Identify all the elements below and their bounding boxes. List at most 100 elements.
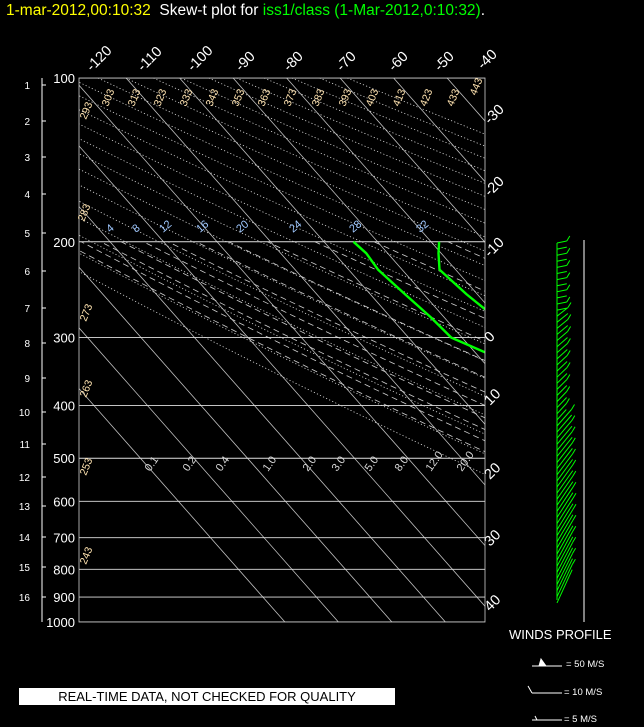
wind-barb-flag <box>566 247 571 254</box>
moist-adiabat <box>81 241 485 442</box>
dry-adiabat <box>79 234 485 435</box>
dry-adiabat <box>79 123 485 312</box>
dry-adiabat <box>97 78 485 252</box>
mixing-ratio-label: 3.0 <box>330 454 349 473</box>
wind-barb-flag <box>572 470 577 477</box>
wind-legend-5-symbol <box>532 715 562 721</box>
wind-barb <box>556 343 568 354</box>
dry-adiabat-label: 333 <box>178 87 196 108</box>
title-time: 1-mar-2012,00:10:32 <box>6 2 151 19</box>
wind-barb <box>556 519 574 549</box>
wind-barb <box>556 442 573 463</box>
isotherm-label: -80 <box>281 49 307 75</box>
isotherm-line <box>446 78 485 122</box>
wind-barb-flag <box>567 326 572 332</box>
wind-barb <box>556 558 573 591</box>
mixing-ratio-label: 12.0 <box>424 449 446 473</box>
dry-adiabat-label: 413 <box>391 87 409 108</box>
wind-barb <box>556 331 568 341</box>
height-tick-label: 6 <box>24 267 30 278</box>
dry-adiabat <box>79 252 485 455</box>
height-tick-label: 5 <box>24 229 30 240</box>
isotherm-line <box>393 78 485 183</box>
dry-adiabat <box>79 217 485 416</box>
height-tick-label: 13 <box>19 502 31 513</box>
wind-barb <box>556 246 567 250</box>
wind-barb <box>556 569 573 604</box>
wind-barb <box>556 409 572 427</box>
isotherm-label: -50 <box>432 49 458 75</box>
dry-adiabat-label: 343 <box>204 87 222 108</box>
isotherm-line <box>79 205 446 622</box>
wind-barb <box>556 492 574 518</box>
isotherm-line <box>79 266 393 622</box>
wind-barb-flag <box>567 302 572 308</box>
wind-barb <box>556 497 574 524</box>
wind-barb <box>556 470 574 494</box>
wind-barb <box>556 361 568 372</box>
dry-adiabat-label: 373 <box>282 87 300 108</box>
moist-adiabat <box>267 241 485 342</box>
height-tick-label: 11 <box>20 440 31 451</box>
temperature-profile <box>437 241 485 311</box>
dry-adiabat <box>79 109 485 297</box>
wind-barb-flag <box>571 558 576 565</box>
height-tick-label: 9 <box>24 374 30 385</box>
dry-adiabat-label: 443 <box>468 76 486 97</box>
wind-barb-flag <box>572 514 577 521</box>
wind-barb-flag <box>566 235 571 242</box>
isotherm-line <box>286 78 485 304</box>
wind-barb <box>556 385 568 396</box>
wind-barb <box>556 240 567 244</box>
title-period: . <box>480 2 486 19</box>
pressure-tick-label: 800 <box>53 562 75 577</box>
mixing-ratio-label: 8 <box>130 222 142 235</box>
wind-barb-flag <box>566 272 571 278</box>
wind-barb <box>556 307 567 311</box>
mixing-ratio-label: 0.2 <box>181 454 200 473</box>
wind-barb-flag <box>571 404 575 410</box>
wind-barb <box>556 283 567 287</box>
moist-adiabat <box>121 241 485 419</box>
wind-barb-flag <box>572 503 577 510</box>
height-tick-label: 7 <box>24 304 30 315</box>
wind-barb <box>556 258 567 262</box>
pressure-tick-label: 900 <box>53 590 75 605</box>
isotherm-label: -60 <box>386 49 412 75</box>
wind-barb <box>556 514 574 543</box>
height-tick-label: 4 <box>24 190 30 201</box>
wind-barb <box>556 553 574 585</box>
wind-barb-flag <box>571 415 576 421</box>
winds-profile-title: WINDS PROFILE <box>509 627 612 642</box>
dry-adiabat-label: 243 <box>78 545 96 566</box>
dry-adiabat-label: 253 <box>78 456 96 477</box>
height-tick-label: 1 <box>24 81 30 92</box>
moist-adiabat <box>79 249 485 453</box>
dry-adiabat <box>79 153 485 345</box>
mixing-ratio-label: 32 <box>414 218 431 235</box>
isotherm-line <box>501 78 644 622</box>
isotherm-line <box>79 145 485 607</box>
isotherm-line <box>608 78 644 622</box>
pressure-tick-label: 600 <box>53 494 75 509</box>
wind-barb <box>556 563 573 598</box>
isotherm-label: -10 <box>482 235 508 261</box>
wind-barb <box>556 397 567 409</box>
wind-barb-flag <box>572 537 577 543</box>
height-tick-label: 16 <box>19 593 31 604</box>
height-tick-label: 15 <box>19 563 31 574</box>
isotherm-label: -70 <box>334 49 360 75</box>
dry-adiabat <box>79 168 485 362</box>
dry-adiabat <box>79 271 485 475</box>
wind-barb <box>556 531 574 561</box>
wind-barb <box>556 349 568 360</box>
isotherm-line <box>79 84 485 547</box>
wind-barb-flag <box>571 426 576 433</box>
dry-adiabat <box>263 78 485 172</box>
height-tick-label: 3 <box>24 153 30 164</box>
wind-barb <box>556 525 574 555</box>
wind-barb <box>556 542 574 573</box>
wind-barb <box>556 307 569 317</box>
dry-adiabat-label: 273 <box>78 302 96 323</box>
